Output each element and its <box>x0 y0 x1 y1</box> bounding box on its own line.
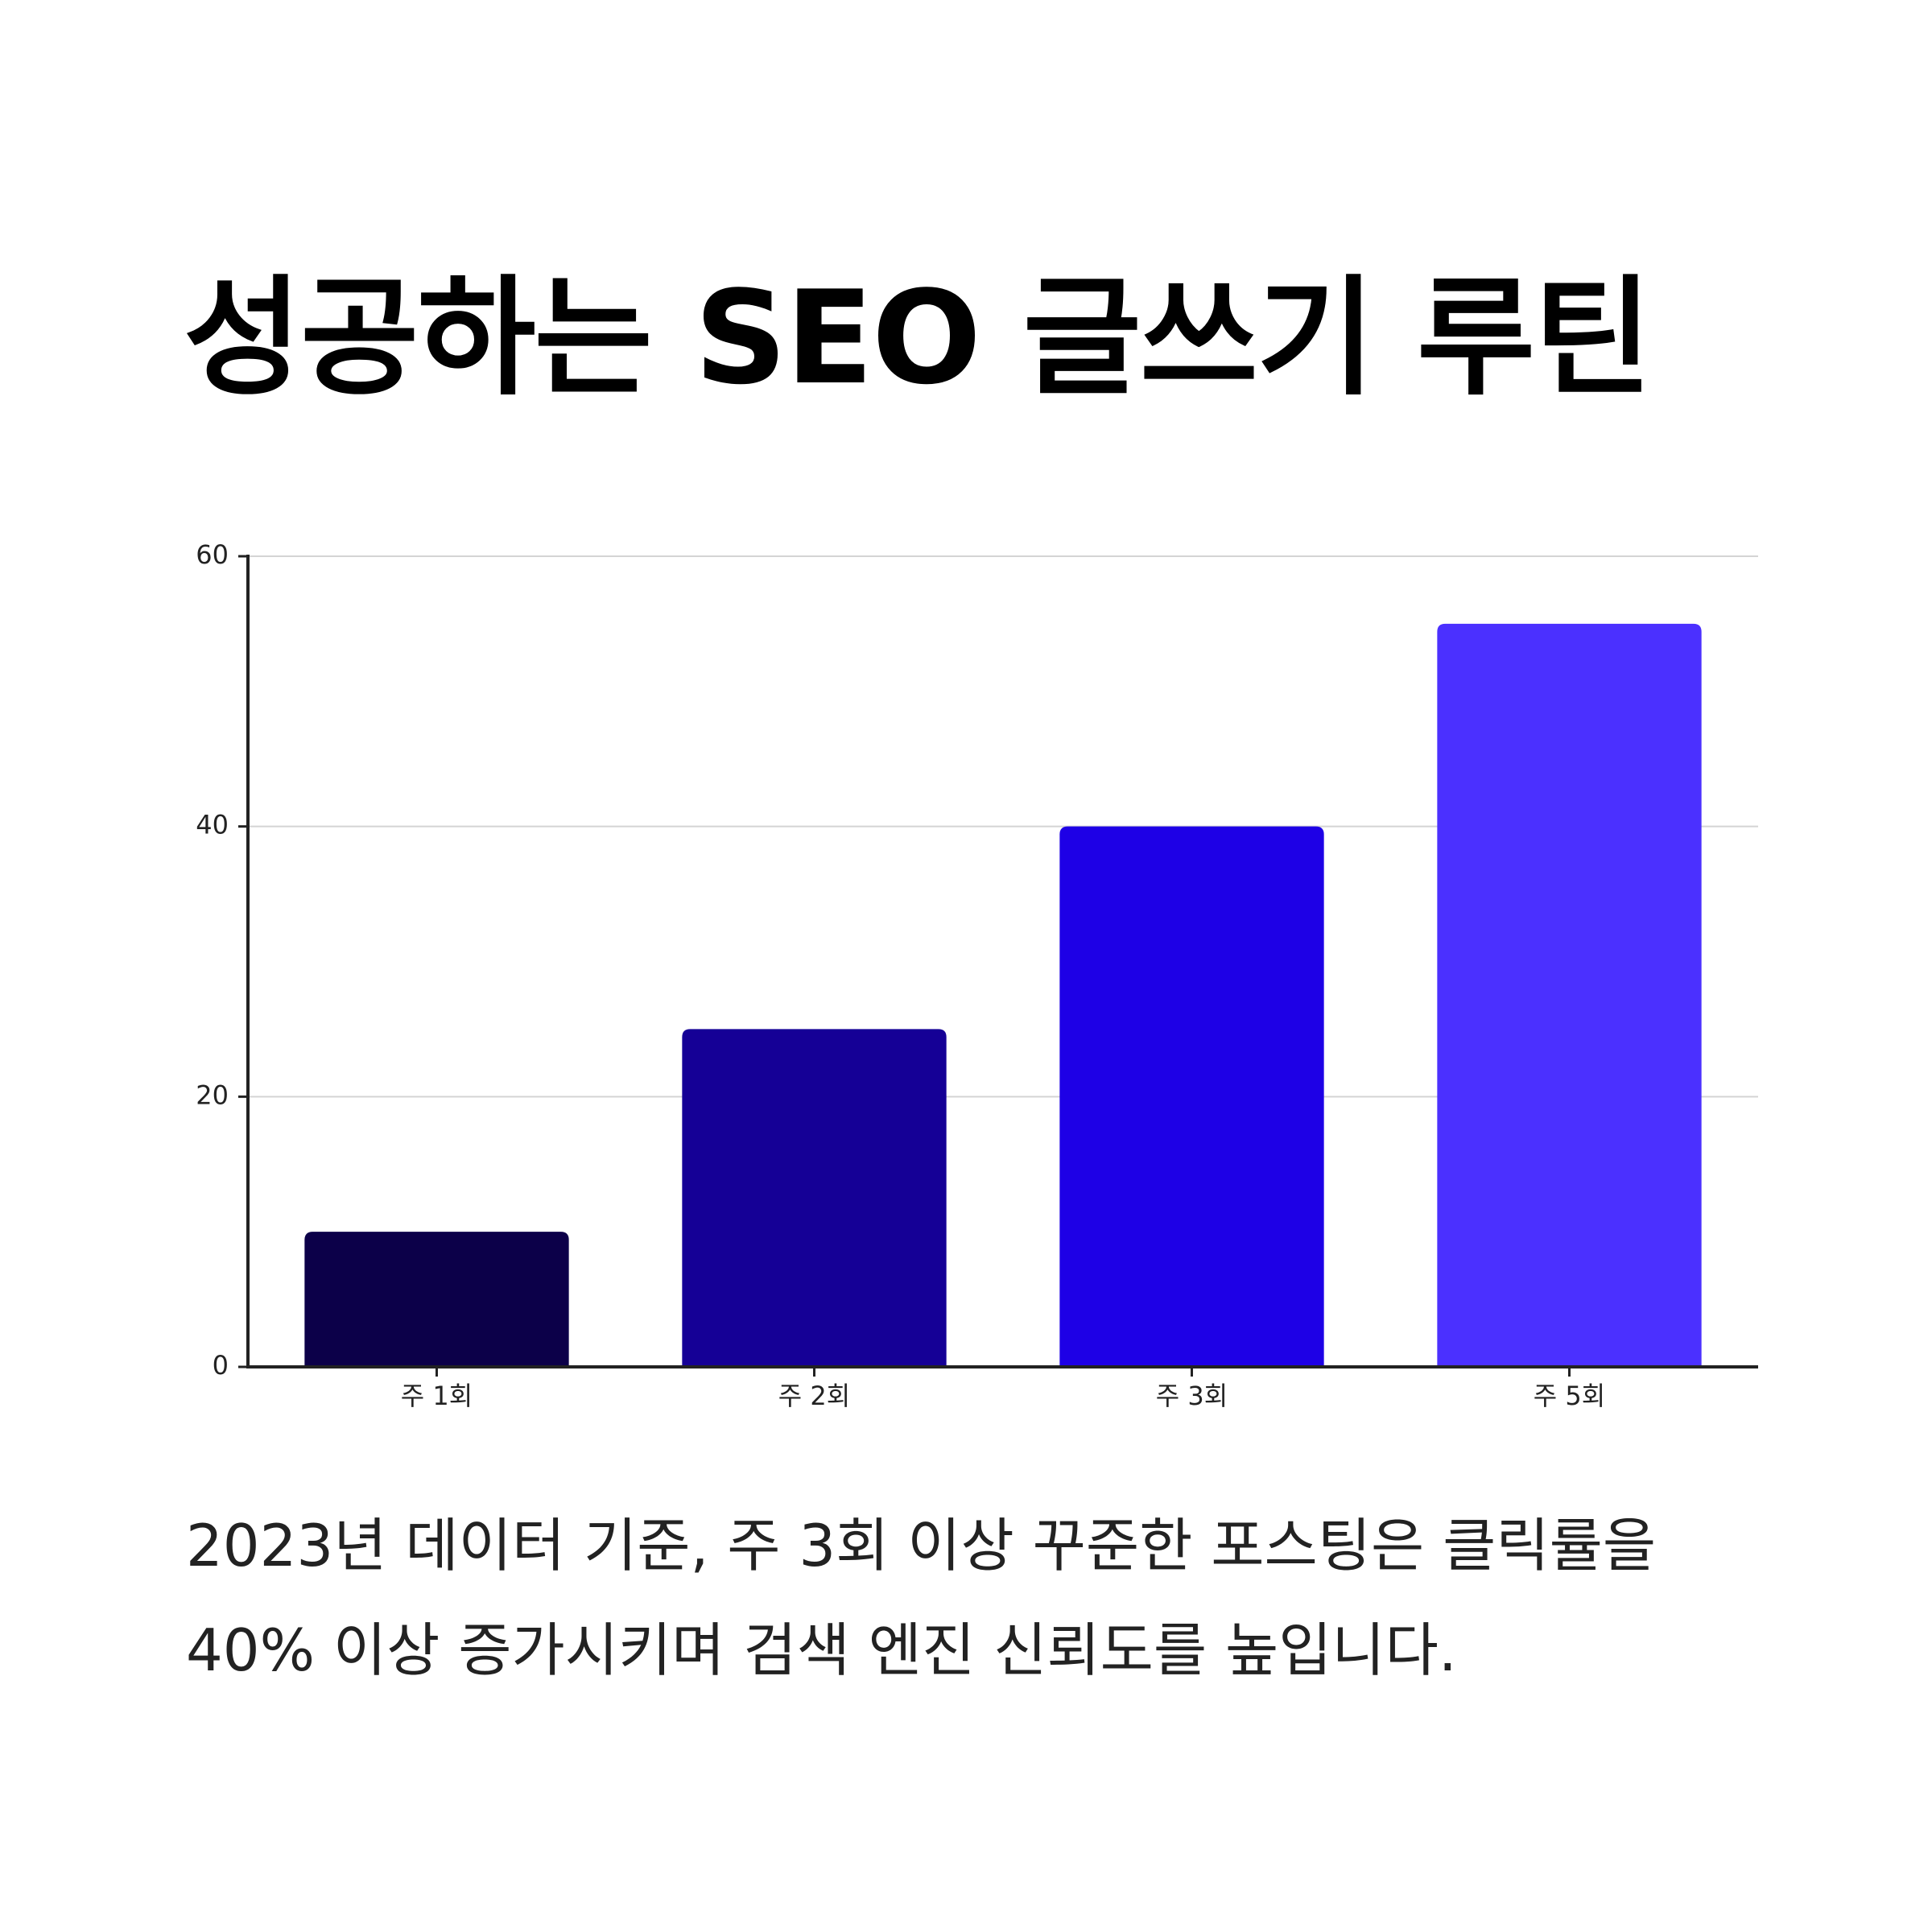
chart-title: 성공하는 SEO 글쓰기 루틴 <box>184 262 1652 413</box>
caption: 2023년 데이터 기준, 주 3회 이상 꾸준한 포스팅은 클릭률을 40% … <box>186 1512 1657 1684</box>
bar <box>1059 826 1324 1367</box>
x-tick-label: 주 1회 <box>401 1381 473 1411</box>
bar <box>1437 623 1702 1367</box>
x-tick-label: 주 2회 <box>778 1381 850 1411</box>
x-tick-label: 주 3회 <box>1156 1381 1228 1411</box>
bar <box>304 1232 569 1367</box>
y-tick-label: 60 <box>196 539 229 570</box>
bar <box>682 1029 947 1367</box>
y-tick-label: 20 <box>196 1080 229 1110</box>
y-tick-label: 40 <box>196 810 229 840</box>
x-tick-label: 주 5회 <box>1534 1381 1605 1411</box>
y-tick-label: 0 <box>213 1350 229 1381</box>
